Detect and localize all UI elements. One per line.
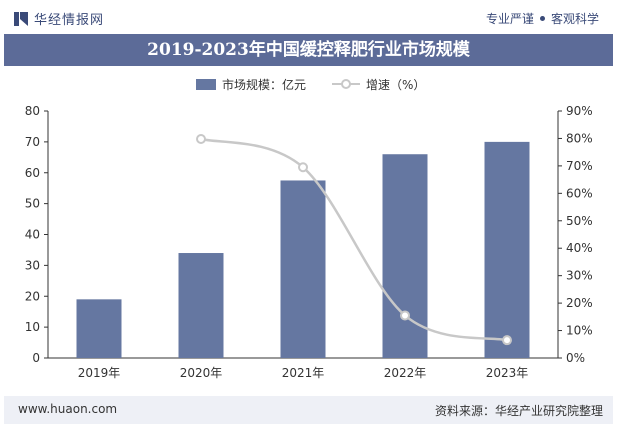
y-right-tick-label: 0% (566, 351, 585, 365)
y-left-tick-label: 50 (25, 197, 40, 211)
footer-url: www.huaon.com (18, 402, 118, 416)
y-right-tick-label: 80% (566, 131, 593, 145)
bar (178, 253, 224, 358)
brand: 华经情报网 (14, 9, 104, 28)
y-left-tick-label: 30 (25, 258, 40, 272)
tagline: 专业严谨 客观科学 (486, 10, 599, 27)
brand-logo-icon (14, 11, 28, 26)
growth-point (298, 162, 308, 173)
title-bar: 2019-2023年中国缓控释肥行业市场规模 (4, 34, 613, 66)
top-bar: 华经情报网 专业严谨 客观科学 (0, 0, 617, 34)
y-right-tick-label: 40% (566, 241, 593, 255)
y-right-tick-label: 20% (566, 296, 593, 310)
footer: www.huaon.com 资料来源：华经产业研究院整理 (4, 396, 613, 424)
y-right-tick-label: 60% (566, 186, 593, 200)
bar (382, 154, 428, 358)
y-right-tick-label: 70% (566, 159, 593, 173)
y-left-tick-label: 40 (25, 228, 40, 242)
brand-name: 华经情报网 (34, 13, 105, 28)
tagline-left: 专业严谨 (485, 12, 534, 26)
footer-source: 资料来源：华经产业研究院整理 (434, 404, 603, 418)
bar (484, 141, 530, 358)
y-left-tick-label: 20 (25, 289, 40, 303)
y-right-tick-label: 50% (566, 214, 593, 228)
axes: 0 10 20 30 40 50 60 70 80 0% 10% 20% 30% 40% 50% 60% 70%… (25, 104, 593, 380)
chart-title: 2019-2023年中国缓控释肥行业市场规模 (147, 40, 470, 60)
y-left-tick-label: 70 (25, 135, 40, 149)
x-tick-label: 2019年 (78, 366, 121, 380)
x-tick-label: 2022年 (384, 366, 427, 380)
growth-point (502, 335, 512, 346)
legend-line-marker-icon (341, 79, 351, 89)
x-tick-label: 2023年 (486, 366, 529, 380)
tagline-right: 客观科学 (550, 12, 599, 26)
y-left-tick-label: 10 (25, 320, 40, 334)
growth-line (196, 133, 512, 346)
legend: 市场规模：亿元 增速（%） (196, 77, 425, 92)
tagline-dot-icon (539, 16, 545, 21)
legend-line-label: 增速（%） (366, 78, 425, 92)
bars (76, 141, 530, 358)
legend-bar-swatch (196, 79, 216, 90)
y-right-tick-label: 30% (566, 269, 593, 283)
growth-point (400, 310, 410, 321)
bar (280, 180, 326, 358)
y-right-tick-label: 10% (566, 324, 593, 338)
y-left-tick-label: 60 (25, 166, 40, 180)
y-left-tick-label: 0 (32, 351, 40, 365)
bar (76, 299, 122, 358)
y-left-tick-label: 80 (25, 104, 40, 118)
growth-line-path (200, 137, 508, 342)
x-tick-label: 2020年 (180, 366, 223, 380)
growth-point (196, 133, 206, 144)
y-right-tick-label: 90% (566, 104, 593, 118)
legend-bar-label: 市场规模：亿元 (222, 77, 306, 92)
x-tick-label: 2021年 (282, 366, 325, 380)
chart-plot: 市场规模：亿元 增速（%） 0 10 20 30 40 50 60 70 80 0% 10% 20% 30… (25, 77, 593, 380)
